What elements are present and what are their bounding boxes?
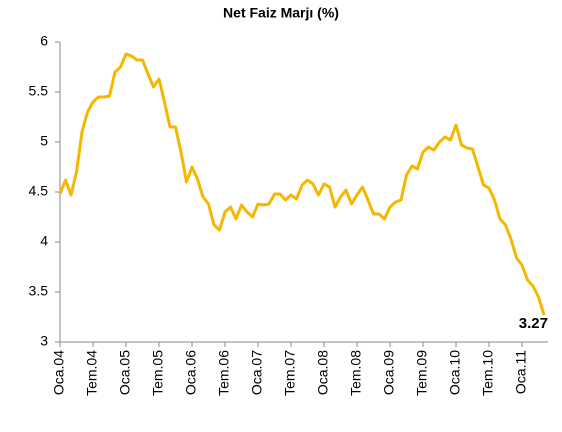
y-tick-label: 3 — [40, 333, 48, 349]
x-tick-label: Tem.08 — [348, 350, 364, 396]
y-tick-label: 6 — [40, 33, 48, 49]
y-tick-label: 5 — [40, 133, 48, 149]
x-tick-label: Oca.06 — [183, 350, 199, 395]
x-tick-label: Oca.04 — [51, 350, 67, 395]
y-tick-label: 5.5 — [29, 83, 49, 99]
x-tick-label: Tem.04 — [84, 350, 100, 396]
x-tick-label: Tem.07 — [282, 350, 298, 396]
x-tick-label: Oca.10 — [447, 350, 463, 395]
line — [58, 52, 546, 316]
x-tick-label: Oca.11 — [513, 350, 529, 394]
data-label: 3.27 — [519, 315, 548, 332]
x-tick-label: Oca.09 — [381, 350, 397, 395]
y-tick-label: 3.5 — [29, 283, 49, 299]
x-tick-label: Tem.05 — [150, 350, 166, 396]
x-tick-label: Oca.07 — [249, 350, 265, 395]
x-tick-label: Oca.08 — [315, 350, 331, 395]
x-tick-label: Tem.06 — [216, 350, 232, 396]
chart-title: Net Faiz Marjı (%) — [223, 5, 339, 21]
x-tick-label: Oca.05 — [117, 350, 133, 395]
y-tick-label: 4.5 — [29, 183, 49, 199]
x-tick-label: Tem.09 — [414, 350, 430, 396]
y-tick-label: 4 — [40, 233, 48, 249]
x-tick-label: Tem.10 — [480, 350, 496, 396]
